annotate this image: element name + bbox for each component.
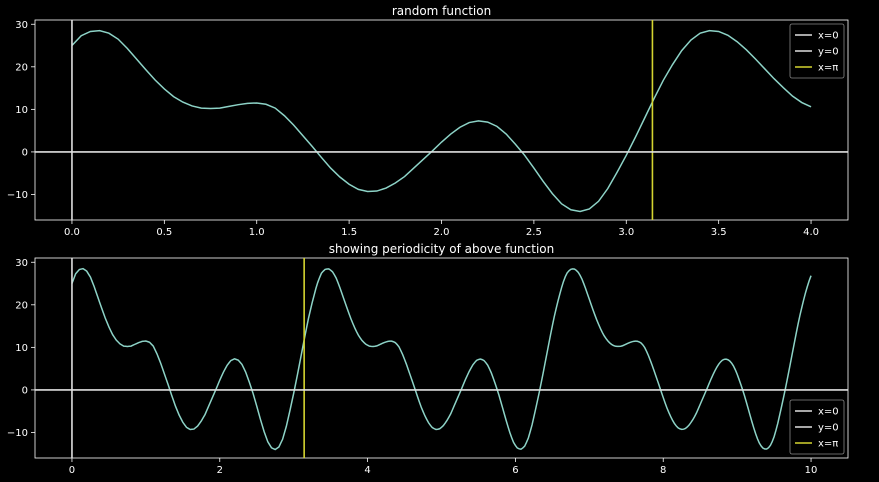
y-tick-label: 30: [15, 20, 28, 31]
x-tick-label: 1.0: [249, 227, 265, 238]
axes-frame: [34, 257, 849, 459]
legend-box: [789, 23, 845, 79]
legend-box: [789, 399, 845, 455]
x-tick-label: 2.5: [526, 227, 542, 238]
y-tick-label: −10: [7, 190, 28, 201]
x-tick-label: 4: [364, 465, 370, 476]
x-tick-label: 2.0: [434, 227, 450, 238]
chart-title: random function: [392, 4, 491, 18]
legend-label: y=0: [818, 47, 839, 58]
series-line: [71, 267, 812, 451]
x-tick-label: 4.0: [803, 227, 819, 238]
x-tick-label: 2: [217, 465, 223, 476]
x-tick-label: 8: [660, 465, 666, 476]
legend-label: x=0: [818, 31, 839, 42]
legend-label: x=π: [818, 63, 838, 74]
plot-area: [35, 20, 848, 220]
chart-random-function: random function 0.0 0.5 1.0 1.5 2.0 2.5 3.0 3.5 4…: [7, 4, 849, 238]
y-tick-label: 10: [15, 105, 28, 116]
legend: x=0 y=0 x=π: [789, 399, 845, 455]
x-tick-label: 0.0: [64, 227, 80, 238]
axes-frame: [34, 19, 849, 221]
y-tick-label: 20: [15, 62, 28, 73]
y-tick-label: 10: [15, 343, 28, 354]
legend: x=0 y=0 x=π: [789, 23, 845, 79]
y-tick-label: 0: [22, 147, 28, 158]
series-line: [71, 29, 812, 213]
legend-label: x=0: [818, 407, 839, 418]
y-tick-label: 0: [22, 385, 28, 396]
x-tick-label: 3.5: [711, 227, 727, 238]
x-tick-label: 0: [69, 465, 75, 476]
x-tick-label: 10: [805, 465, 818, 476]
y-tick-label: −10: [7, 428, 28, 439]
x-tick-label: 0.5: [156, 227, 172, 238]
chart-title: showing periodicity of above function: [329, 242, 555, 256]
chart-periodicity: showing periodicity of above function 0 2 4…: [7, 242, 849, 476]
plot-area: [35, 258, 848, 458]
x-tick-label: 3.0: [618, 227, 634, 238]
legend-label: x=π: [818, 439, 838, 450]
x-tick-label: 1.5: [341, 227, 357, 238]
y-tick-label: 20: [15, 300, 28, 311]
legend-label: y=0: [818, 423, 839, 434]
y-tick-label: 30: [15, 258, 28, 269]
x-tick-label: 6: [512, 465, 518, 476]
